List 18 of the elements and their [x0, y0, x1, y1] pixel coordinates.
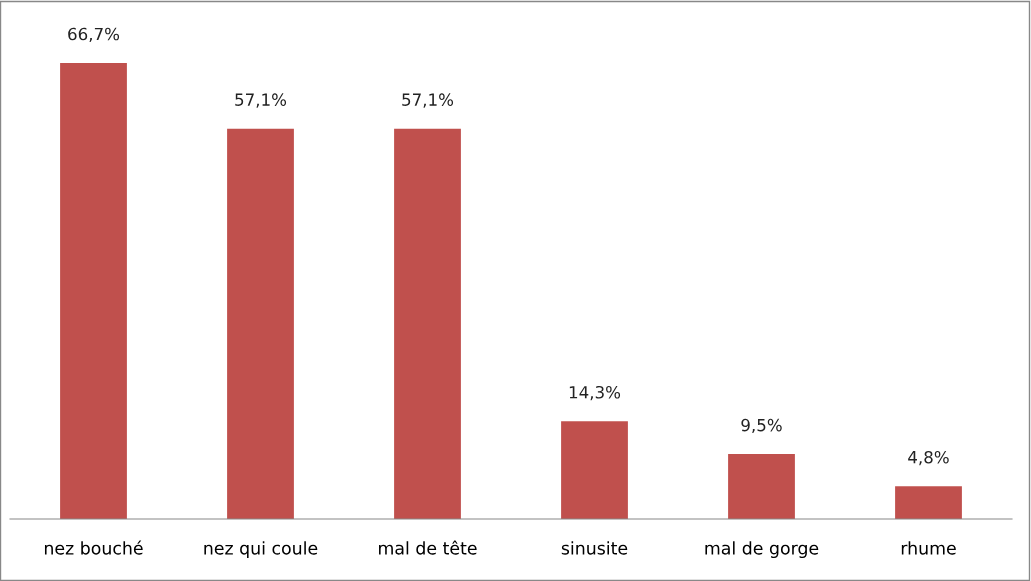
data-label: 9,5%	[741, 418, 782, 434]
data-label: 57,1%	[235, 93, 287, 108]
x-tick-label: sinusite	[561, 541, 628, 555]
data-label: 57,1%	[402, 93, 454, 108]
bar	[728, 454, 795, 519]
data-label: 14,3%	[569, 385, 621, 401]
bar	[227, 128, 294, 519]
data-label: 66,7%	[68, 27, 120, 43]
bar	[895, 486, 962, 519]
x-tick-label: nez qui coule	[204, 541, 318, 559]
x-tick-label: nez bouché	[44, 540, 143, 555]
x-tick-label: mal de tête	[379, 540, 477, 555]
x-tick-label: mal de gorge	[705, 541, 819, 559]
bar	[394, 128, 461, 519]
x-tick-label: rhume	[901, 541, 956, 555]
data-label: 4,8%	[908, 450, 949, 466]
bar	[60, 63, 127, 519]
bar	[561, 421, 628, 519]
